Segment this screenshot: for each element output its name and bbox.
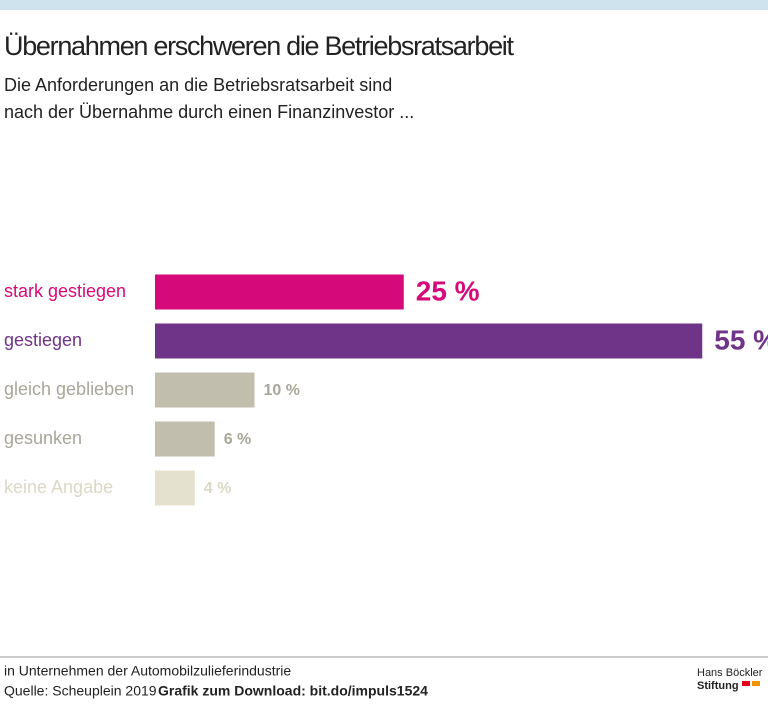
value-label: 4 % — [204, 480, 232, 497]
note: in Unternehmen der Automobilzulieferindu… — [4, 663, 291, 679]
value-label: 6 % — [224, 431, 252, 448]
source: Quelle: Scheuplein 2019 — [4, 683, 157, 699]
value-label: 10 % — [264, 382, 300, 399]
category-label: gleich geblieben — [4, 379, 134, 399]
bar — [155, 372, 255, 408]
top-band — [0, 0, 768, 10]
category-label: gestiegen — [4, 330, 82, 350]
logo-mark — [742, 681, 750, 686]
value-label: 25 % — [416, 275, 480, 306]
value-label: 55 % — [714, 324, 768, 355]
category-label: keine Angabe — [4, 477, 113, 497]
download: Grafik zum Download: bit.do/impuls1524 — [158, 683, 428, 699]
bar — [155, 274, 404, 310]
logo-text: Stiftung — [697, 680, 739, 692]
bar — [155, 323, 703, 359]
chart-title: Übernahmen erschweren die Betriebsratsar… — [4, 31, 514, 61]
subtitle: Die Anforderungen an die Betriebsratsarb… — [4, 75, 392, 95]
subtitle: nach der Übernahme durch einen Finanzinv… — [4, 102, 414, 122]
category-label: gesunken — [4, 428, 82, 448]
bar — [155, 421, 215, 457]
logo-text: Hans Böckler — [697, 667, 763, 679]
category-label: stark gestiegen — [4, 281, 126, 301]
bar — [155, 470, 195, 506]
logo-mark — [752, 681, 760, 686]
